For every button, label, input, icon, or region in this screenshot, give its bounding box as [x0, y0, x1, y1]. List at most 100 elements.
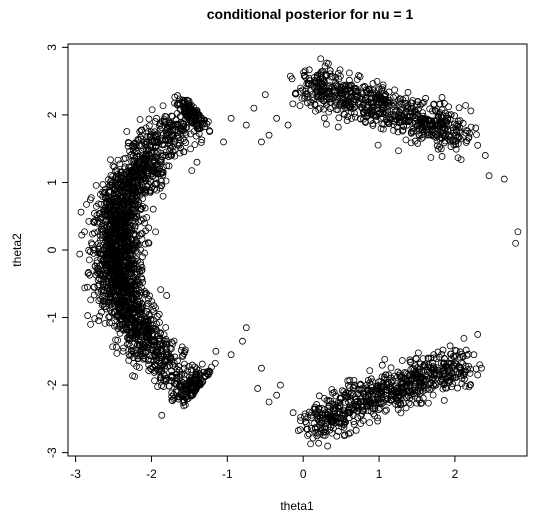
data-point — [345, 430, 352, 438]
data-point — [341, 82, 349, 90]
data-point — [370, 91, 378, 99]
data-point — [171, 138, 178, 146]
data-point — [108, 181, 116, 189]
data-point — [439, 124, 446, 132]
data-point — [397, 99, 405, 107]
data-point — [134, 257, 141, 265]
data-point — [109, 252, 116, 259]
data-point — [110, 297, 117, 305]
data-point — [128, 166, 135, 174]
data-point — [144, 152, 151, 160]
data-point — [128, 286, 136, 294]
data-point — [357, 386, 365, 394]
data-point — [462, 346, 470, 354]
data-point — [319, 411, 327, 419]
data-point — [132, 326, 140, 334]
data-point — [354, 397, 362, 405]
data-point — [156, 184, 164, 192]
data-point — [93, 259, 101, 267]
data-point — [83, 200, 90, 208]
data-point — [455, 127, 463, 135]
data-point — [334, 409, 342, 416]
data-point — [374, 414, 381, 422]
data-point — [340, 423, 348, 431]
data-point — [177, 106, 185, 114]
data-point — [108, 281, 116, 289]
data-point — [169, 372, 177, 380]
data-point — [318, 414, 326, 422]
data-point — [421, 124, 429, 132]
data-point — [174, 100, 182, 107]
data-point — [162, 148, 170, 156]
data-point — [188, 361, 196, 369]
data-point — [197, 381, 204, 389]
data-point — [142, 344, 150, 351]
data-point — [375, 96, 383, 103]
data-point — [416, 368, 424, 376]
data-point — [356, 100, 364, 108]
data-point — [457, 156, 465, 164]
data-point — [407, 129, 415, 137]
data-point — [154, 148, 162, 156]
data-point — [367, 388, 375, 396]
data-point — [198, 360, 206, 368]
data-point — [345, 389, 352, 397]
data-point — [338, 387, 346, 394]
data-point — [350, 420, 358, 428]
data-point — [130, 293, 138, 301]
data-point — [157, 352, 165, 360]
data-point — [384, 379, 392, 386]
data-point — [201, 372, 209, 380]
data-point — [128, 278, 135, 286]
data-point — [391, 118, 399, 126]
x-tick-label: 2 — [452, 467, 459, 481]
data-point — [376, 109, 383, 117]
data-point — [105, 183, 113, 191]
data-point — [131, 215, 139, 222]
data-point — [111, 228, 119, 236]
data-point — [107, 250, 115, 258]
data-point — [440, 359, 448, 367]
data-point — [453, 121, 460, 129]
data-point — [436, 353, 443, 361]
data-point — [108, 319, 116, 327]
data-point — [325, 403, 333, 410]
data-point — [355, 72, 362, 79]
data-point — [381, 93, 389, 101]
data-point — [461, 375, 468, 383]
data-point — [391, 113, 398, 120]
data-point — [156, 334, 164, 342]
data-point — [120, 155, 128, 163]
data-point — [408, 108, 416, 116]
data-point — [442, 363, 449, 371]
data-point — [350, 376, 358, 384]
data-point — [111, 309, 119, 316]
data-point — [406, 371, 414, 378]
data-point — [120, 272, 128, 280]
data-point — [414, 140, 422, 147]
data-point — [322, 120, 330, 128]
data-point — [326, 426, 334, 434]
data-point — [162, 118, 170, 125]
data-point — [90, 283, 98, 291]
data-point — [168, 393, 176, 400]
data-point — [312, 428, 320, 436]
data-point — [124, 235, 132, 243]
data-point — [180, 370, 188, 378]
data-point — [348, 115, 355, 122]
data-point — [336, 66, 344, 74]
data-point — [164, 351, 172, 359]
data-point — [141, 240, 149, 248]
data-point — [309, 94, 317, 102]
data-point — [109, 162, 117, 170]
data-point — [416, 396, 423, 404]
data-point — [467, 365, 475, 373]
data-point — [112, 202, 120, 210]
data-point — [93, 212, 101, 219]
data-point — [158, 411, 166, 419]
data-point — [160, 383, 168, 390]
data-point — [428, 126, 436, 134]
data-point — [146, 186, 154, 194]
data-point — [106, 207, 114, 214]
